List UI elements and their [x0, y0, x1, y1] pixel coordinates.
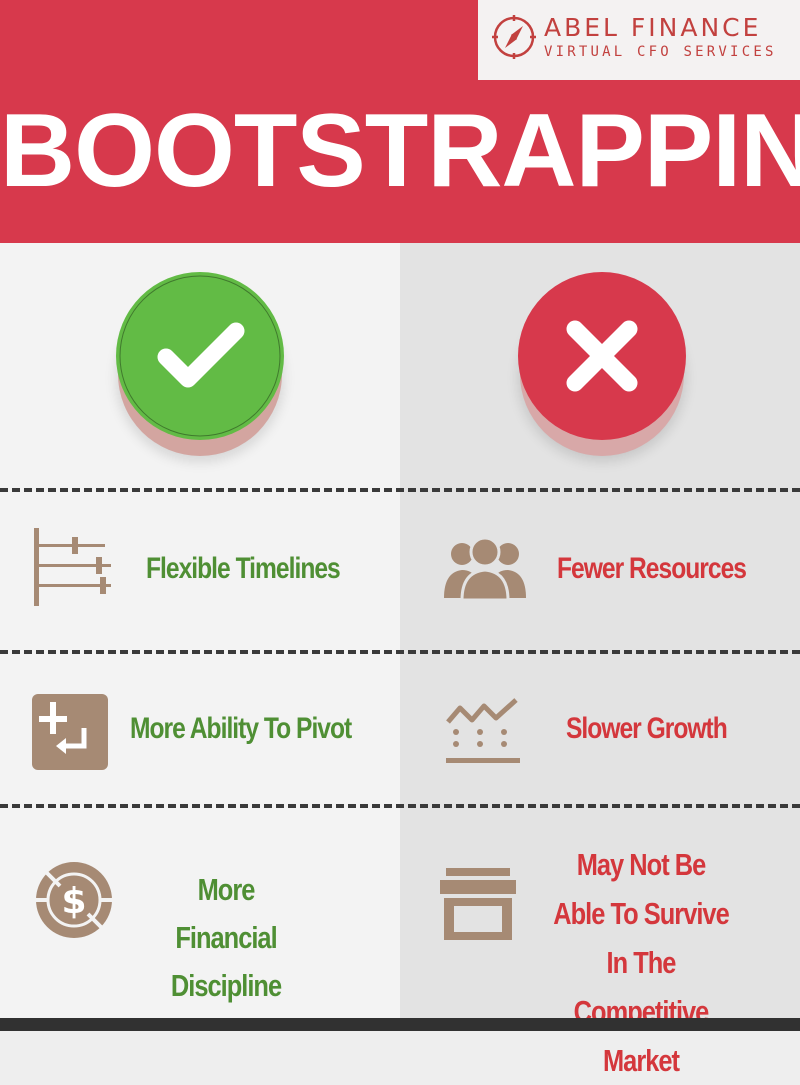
brand-block: ABEL FINANCE VIRTUAL CFO SERVICES [478, 0, 800, 80]
pivot-arrow-icon [32, 694, 108, 770]
con-label: Slower Growth [566, 712, 728, 745]
brand-tagline: VIRTUAL CFO SERVICES [544, 44, 777, 60]
header-banner: ABEL FINANCE VIRTUAL CFO SERVICES BOOTST… [0, 0, 800, 243]
pro-label: Flexible Timelines [146, 552, 341, 585]
con-label: Fewer Resources [557, 552, 747, 585]
people-group-icon [444, 536, 526, 602]
timeline-sliders-icon [34, 528, 111, 606]
storefront-icon [440, 868, 516, 940]
page-title: BOOTSTRAPPING [0, 93, 800, 209]
row-divider [0, 488, 800, 492]
pro-label: More Financial Discipline [170, 872, 282, 1003]
cross-mark-icon [518, 272, 686, 440]
growth-chart-icon [446, 698, 520, 763]
row-divider [0, 804, 800, 808]
pro-label: More Ability To Pivot [130, 712, 352, 745]
brand-name: ABEL FINANCE [544, 13, 762, 42]
row-divider [0, 650, 800, 654]
dollar-coin-icon: $ [36, 862, 112, 938]
con-label: May Not Be Able To Survive In The Compet… [553, 847, 729, 1078]
compass-icon [492, 15, 536, 59]
svg-text:$: $ [61, 881, 86, 922]
check-mark-icon [116, 272, 284, 440]
footer-bar [0, 1018, 800, 1031]
